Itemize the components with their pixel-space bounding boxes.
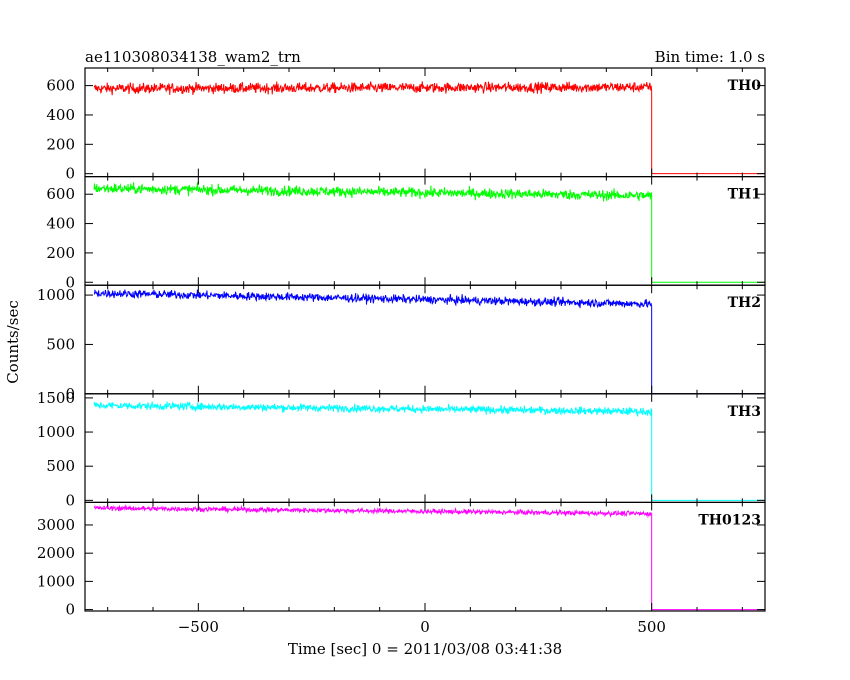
y-tick-label-th0123: 0 (65, 601, 75, 619)
panels-group: 0 200 400 600 TH0 0 200 400 600 TH1 0 500 1000 TH2 0 50… (37, 67, 766, 636)
x-tick-label: −500 (178, 618, 219, 636)
panel-frame-th0 (84, 67, 766, 178)
series-line-th3 (93, 401, 765, 501)
y-tick-label-th0123: 1000 (37, 572, 75, 590)
x-tick-label: 0 (420, 618, 430, 636)
y-tick-label-th3: 500 (46, 457, 75, 475)
y-tick-label-th2: 1000 (37, 286, 75, 304)
x-tick-label: 500 (637, 618, 666, 636)
series-line-th2 (93, 289, 765, 395)
bin-time-label: Bin time: 1.0 s (655, 48, 765, 66)
panel-frame-th0123 (84, 501, 766, 612)
panel-label-th3: TH3 (728, 404, 761, 420)
panel-frame-th2 (84, 284, 766, 395)
y-tick-label-th0: 400 (46, 106, 75, 124)
y-tick-label-th1: 400 (46, 215, 75, 233)
y-axis-label: Counts/sec (4, 300, 22, 384)
y-tick-label-th1: 200 (46, 244, 75, 262)
y-tick-label-th0: 200 (46, 135, 75, 153)
y-tick-label-th3: 1000 (37, 423, 75, 441)
y-tick-label-th0123: 3000 (37, 516, 75, 534)
y-tick-label-th3: 0 (65, 491, 75, 509)
chart-title: ae110308034138_wam2_trn (85, 48, 301, 66)
y-tick-label-th1: 0 (65, 273, 75, 291)
panel-label-th0123: TH0123 (698, 512, 761, 528)
panel-label-th1: TH1 (728, 187, 761, 203)
y-tick-label-th2: 500 (46, 335, 75, 353)
x-axis-label: Time [sec] 0 = 2011/03/08 03:41:38 (288, 640, 562, 658)
y-tick-label-th3: 1500 (37, 389, 75, 407)
series-line-th1 (93, 182, 765, 283)
panel-label-th0: TH0 (728, 78, 762, 94)
y-tick-label-th0123: 2000 (37, 544, 75, 562)
series-line-th0 (93, 81, 765, 175)
panel-label-th2: TH2 (728, 295, 761, 311)
y-tick-label-th2: 0 (65, 385, 75, 403)
y-tick-label-th1: 600 (46, 185, 75, 203)
y-tick-label-th0: 600 (46, 77, 75, 95)
series-line-th0123 (93, 504, 765, 611)
y-tick-label-th0: 0 (65, 165, 75, 183)
